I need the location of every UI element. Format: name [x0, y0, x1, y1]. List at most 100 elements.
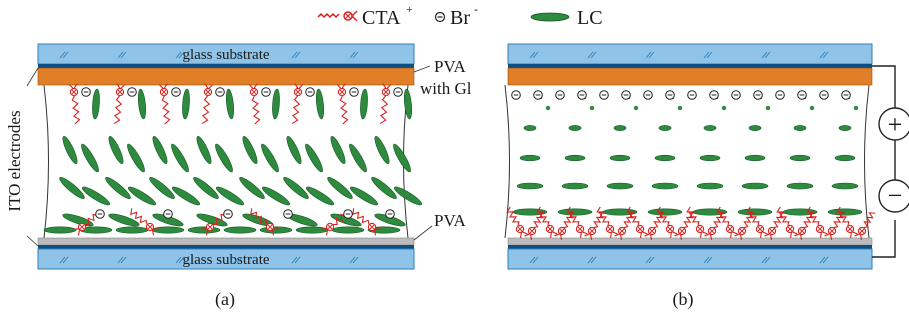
- br-ion: [81, 87, 91, 97]
- lc-molecule: [115, 226, 149, 234]
- hatch-mark: [175, 256, 185, 264]
- lc-molecule: [182, 88, 190, 120]
- lc-molecules-a: [43, 88, 423, 234]
- br-ion: [261, 87, 271, 97]
- pva-gl-label-line2: with Gl: [420, 79, 472, 98]
- br-ion: [599, 90, 609, 100]
- cta-molecule: [248, 83, 261, 125]
- lc-molecule: [561, 182, 589, 190]
- lc-molecule: [259, 226, 293, 234]
- br-ion: [841, 90, 851, 100]
- cta-molecule: [626, 206, 648, 239]
- lc-molecule: [286, 136, 302, 164]
- cta-molecule: [776, 206, 798, 239]
- glass-substrate-label: glass substrate: [182, 252, 269, 268]
- glass-substrate-bottom-a: [37, 248, 415, 270]
- lc-molecule: [789, 154, 811, 162]
- hatch-mark: [117, 256, 127, 264]
- lc-molecule: [108, 136, 124, 164]
- lc-molecule: [786, 182, 814, 190]
- lc-molecule: [349, 143, 367, 173]
- cta-molecule: [130, 208, 159, 236]
- cta-molecule: [113, 83, 126, 125]
- cta-molecule: [68, 83, 81, 125]
- lc-molecule: [171, 143, 189, 173]
- lc-molecule: [196, 136, 212, 164]
- cta-molecule: [794, 212, 816, 241]
- lc-molecule: [374, 136, 390, 164]
- voltage-source: + −: [872, 65, 909, 258]
- br-ion: [343, 209, 353, 219]
- lc-molecule: [699, 154, 721, 162]
- cta-molecule: [716, 206, 738, 239]
- ito-electrodes-label: ITO electrodes: [5, 110, 24, 211]
- lc-molecule: [564, 154, 586, 162]
- lc-molecule: [305, 186, 335, 206]
- lc-molecule: [360, 88, 368, 120]
- br-ion: [643, 90, 653, 100]
- lc-molecule: [696, 182, 724, 190]
- hatch-mark: [529, 256, 539, 264]
- lc-molecule: [658, 125, 672, 131]
- br-ion: [731, 90, 741, 100]
- cta-molecule: [584, 212, 606, 241]
- lc-molecule: [403, 88, 413, 120]
- br-ions-b: [511, 90, 851, 100]
- cta-molecule: [644, 212, 666, 241]
- negative-sign: −: [888, 181, 903, 210]
- br-ion: [775, 90, 785, 100]
- br-ions-a: [81, 87, 403, 219]
- cta-molecule: [524, 212, 546, 241]
- lc-molecule: [744, 154, 766, 162]
- lc-molecule: [834, 154, 856, 162]
- br-ion: [305, 87, 315, 97]
- lc-molecule: [519, 154, 541, 162]
- legend: CTA + Br - LC: [317, 2, 603, 29]
- lc-molecule: [647, 208, 683, 216]
- cta-molecule: [291, 83, 304, 125]
- lc-molecule: [827, 208, 863, 216]
- lc-molecule: [516, 182, 544, 190]
- glass-substrate-bottom-b: [507, 248, 873, 270]
- lc-molecule: [283, 177, 309, 199]
- cta-molecule: [854, 212, 876, 241]
- wire-top: [872, 65, 896, 108]
- pva-gl-layer-b: [507, 67, 873, 86]
- lc-molecule: [81, 186, 111, 206]
- pva-gl-leader: [413, 65, 431, 73]
- lc-molecule: [349, 186, 379, 206]
- negative-terminal-icon: [878, 179, 909, 213]
- lc-molecule: [523, 125, 537, 131]
- lc-molecule: [187, 226, 221, 234]
- lc-molecule: [589, 105, 595, 111]
- cta-molecule: [379, 83, 392, 125]
- lc-molecule: [215, 143, 233, 173]
- lc-molecule: [331, 226, 365, 234]
- hatch-mark: [175, 51, 185, 59]
- cta-molecule: [596, 206, 618, 239]
- lc-molecule: [633, 105, 639, 111]
- lc-molecule: [62, 136, 78, 164]
- br-ion: [511, 90, 521, 100]
- lc-molecule: [149, 177, 175, 199]
- pva-gl-layer-a: [37, 67, 415, 86]
- lc-molecule: [242, 136, 258, 164]
- hatch-mark: [59, 51, 69, 59]
- br-ion: [819, 90, 829, 100]
- cta-molecule: [806, 206, 828, 239]
- cta-legend-charge: +: [406, 2, 413, 16]
- br-ion: [621, 90, 631, 100]
- ito-leader-bottom: [26, 235, 39, 247]
- hatch-mark: [587, 256, 597, 264]
- lc-molecule: [613, 125, 627, 131]
- glass-substrate-top-b: [507, 43, 873, 65]
- cta-surfactants-b: [506, 206, 876, 241]
- cta-molecule: [336, 83, 349, 125]
- hatch-mark: [291, 256, 301, 264]
- lc-molecule: [809, 105, 815, 111]
- cta-molecule: [158, 83, 171, 125]
- lc-molecule: [651, 182, 679, 190]
- lc-molecule: [261, 186, 291, 206]
- lc-molecule: [330, 136, 346, 164]
